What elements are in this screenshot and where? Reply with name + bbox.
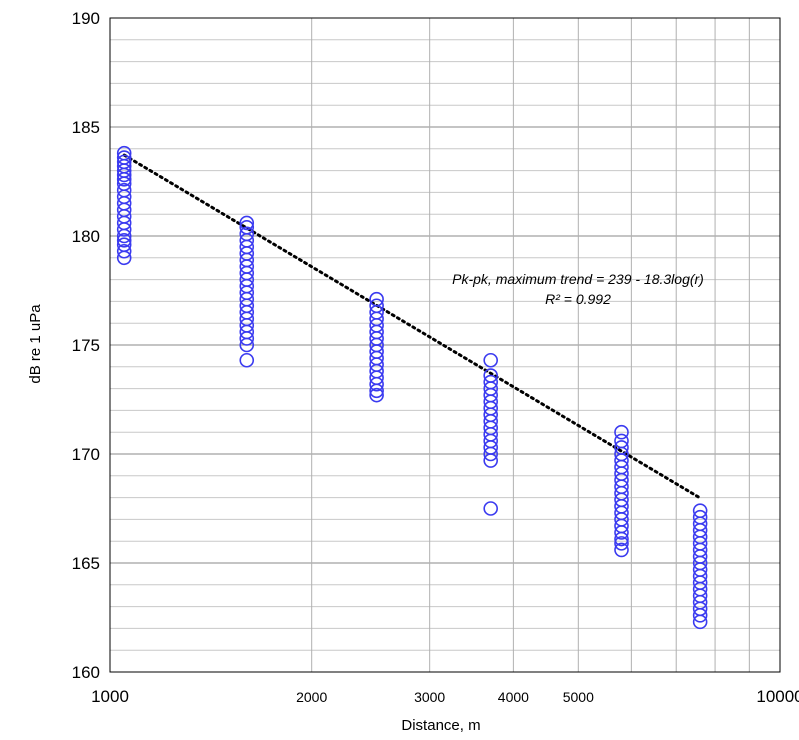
data-point: [239, 215, 255, 231]
trendline-layer: [122, 153, 702, 500]
plot-area-frame: [109, 17, 781, 673]
data-point: [116, 250, 132, 266]
data-point: [239, 331, 255, 346]
data-point: [692, 614, 708, 630]
data-point: [116, 243, 132, 259]
x-tick-label: 1000: [91, 687, 129, 706]
data-point: [116, 172, 132, 187]
data-point: [483, 352, 498, 368]
y-tick-label: 180: [72, 227, 100, 246]
data-point: [116, 228, 132, 244]
y-tick-label: 175: [72, 336, 100, 355]
data-point: [239, 337, 255, 353]
x-tick-label: 4000: [498, 689, 529, 705]
data-point: [116, 233, 132, 248]
trendline: [122, 153, 702, 500]
x-tick-label: 10000: [756, 687, 799, 706]
grid-layer: [110, 18, 780, 672]
x-tick-label: 2000: [296, 689, 327, 705]
tick-labels-layer: 160 165 170 175 180 185 190 1000 2000 3000 4000 500…: [72, 9, 799, 706]
x-axis-title: Distance, m: [401, 717, 480, 734]
data-point: [116, 222, 132, 237]
y-axis-title: dB re 1 uPa: [27, 304, 44, 384]
data-point: [614, 536, 629, 551]
data-point: [483, 446, 498, 462]
data-point: [369, 376, 384, 392]
x-tick-label: 5000: [563, 689, 594, 705]
trend-annotation: Pk-pk, maximum trend = 239 - 18.3log(r): [452, 271, 704, 287]
r-squared-annotation: R² = 0.992: [545, 291, 611, 307]
y-tick-label: 160: [72, 663, 100, 682]
y-tick-label: 190: [72, 9, 100, 28]
data-point: [614, 542, 629, 558]
data-point: [369, 387, 384, 403]
y-tick-label: 165: [72, 554, 100, 573]
y-tick-label: 170: [72, 445, 100, 464]
data-point: [614, 531, 629, 547]
data-point: [614, 525, 629, 540]
data-point: [692, 608, 708, 623]
data-point: [483, 501, 498, 516]
data-points-layer: [116, 145, 708, 630]
x-tick-label: 3000: [414, 689, 445, 705]
y-tick-label: 185: [72, 118, 100, 137]
data-point: [239, 352, 255, 368]
data-point: [614, 424, 629, 440]
data-point: [116, 167, 132, 183]
data-point: [369, 383, 384, 399]
data-point: [483, 453, 498, 468]
